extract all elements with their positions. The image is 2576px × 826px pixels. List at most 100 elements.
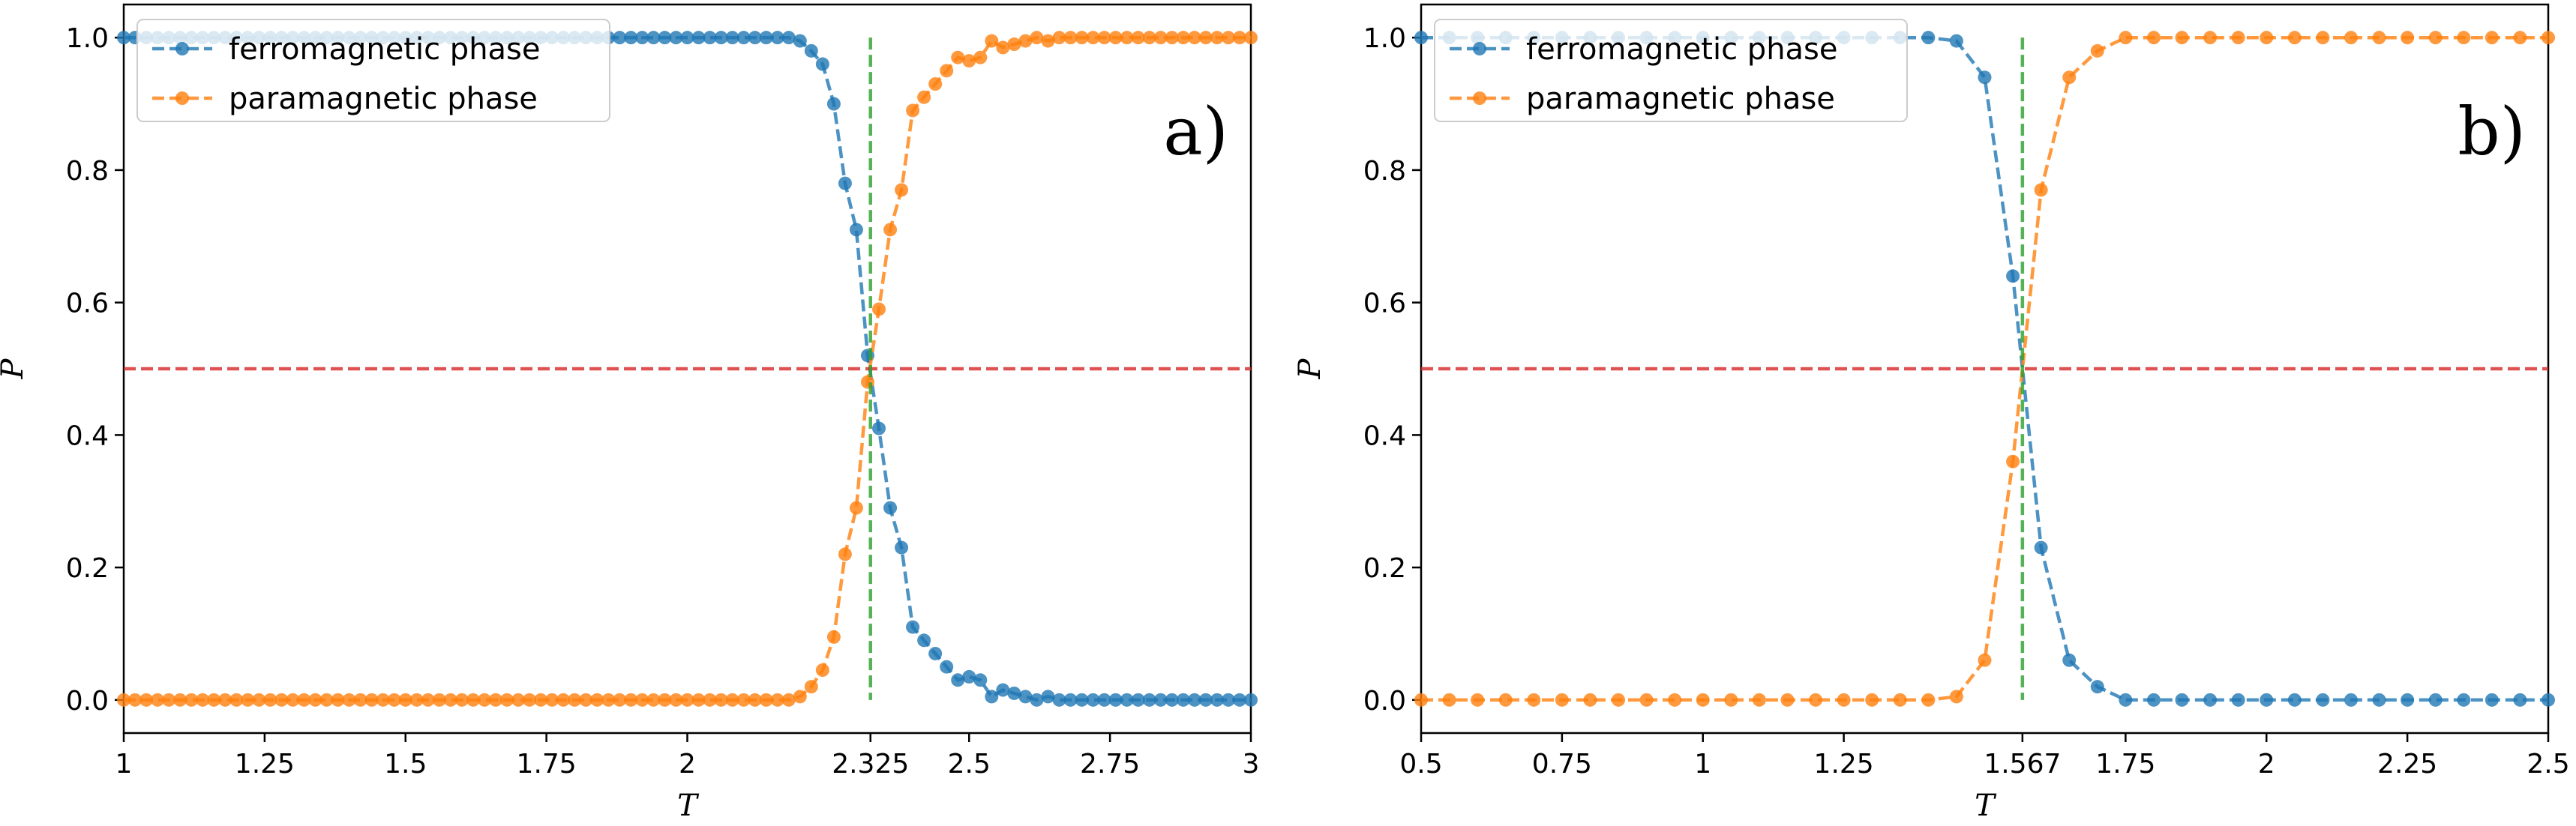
- data-point-ferromagnetic: [1153, 693, 1168, 707]
- data-point-ferromagnetic: [680, 31, 694, 45]
- legend-box: [136, 19, 610, 122]
- x-axis-label: T: [677, 789, 700, 823]
- data-point-ferromagnetic: [2231, 693, 2245, 707]
- data-point-ferromagnetic: [714, 31, 728, 45]
- series-line-paramagnetic: [1421, 35, 2548, 702]
- data-point-paramagnetic: [1442, 693, 1456, 707]
- data-point-paramagnetic: [2146, 31, 2161, 45]
- data-point-paramagnetic: [590, 693, 604, 707]
- data-point-ferromagnetic: [658, 31, 672, 45]
- data-point-paramagnetic: [545, 693, 559, 707]
- x-tick-label: 1.567: [1984, 749, 2061, 780]
- data-point-ferromagnetic: [1921, 31, 1936, 45]
- data-point-paramagnetic: [1668, 693, 1682, 707]
- data-point-ferromagnetic: [770, 31, 784, 45]
- data-point-paramagnetic: [973, 50, 988, 64]
- data-point-paramagnetic: [1210, 31, 1224, 45]
- data-point-paramagnetic: [308, 693, 322, 707]
- legend-label: ferromagnetic phase: [229, 32, 541, 67]
- data-point-paramagnetic: [940, 64, 954, 78]
- data-point-ferromagnetic: [759, 31, 773, 45]
- data-point-paramagnetic: [1752, 693, 1766, 707]
- y-tick-label: 0.8: [1363, 156, 1406, 187]
- data-point-ferromagnetic: [1018, 690, 1033, 704]
- data-point-paramagnetic: [1153, 31, 1168, 45]
- data-point-ferromagnetic: [1165, 693, 1179, 707]
- data-point-ferromagnetic: [1978, 70, 1992, 85]
- panel-b: 0.5 0.75 1 1.25 1.567 1.75 2 2.25 2.5 0.0 0.2 0.4 0.…: [1293, 3, 2570, 823]
- data-point-paramagnetic: [443, 693, 457, 707]
- data-point-ferromagnetic: [1120, 693, 1134, 707]
- data-point-paramagnetic: [173, 693, 187, 707]
- data-point-ferromagnetic: [1097, 693, 1111, 707]
- data-point-ferromagnetic: [1142, 693, 1156, 707]
- data-point-paramagnetic: [691, 693, 706, 707]
- data-point-paramagnetic: [917, 90, 931, 104]
- data-point-ferromagnetic: [2119, 693, 2133, 707]
- data-point-paramagnetic: [601, 693, 616, 707]
- data-point-ferromagnetic: [996, 683, 1010, 697]
- data-point-paramagnetic: [2485, 31, 2499, 45]
- data-point-paramagnetic: [196, 693, 210, 707]
- data-point-ferromagnetic: [815, 57, 829, 71]
- data-point-paramagnetic: [669, 693, 683, 707]
- data-point-paramagnetic: [1244, 31, 1258, 45]
- data-point-paramagnetic: [804, 680, 818, 694]
- y-tick-label: 1.0: [66, 23, 109, 54]
- x-tick-label: 2.5: [2527, 749, 2569, 780]
- data-point-paramagnetic: [139, 693, 154, 707]
- x-tick-label: 2.325: [832, 749, 909, 780]
- y-tick-label: 0.2: [66, 553, 109, 584]
- data-point-paramagnetic: [680, 693, 694, 707]
- data-point-paramagnetic: [252, 693, 266, 707]
- data-point-ferromagnetic: [646, 31, 661, 45]
- data-point-ferromagnetic: [872, 421, 886, 435]
- data-point-paramagnetic: [466, 693, 480, 707]
- data-point-paramagnetic: [2090, 43, 2104, 58]
- data-point-paramagnetic: [1108, 31, 1123, 45]
- data-point-paramagnetic: [398, 693, 412, 707]
- data-point-paramagnetic: [1007, 37, 1021, 52]
- data-point-paramagnetic: [1414, 693, 1428, 707]
- data-point-paramagnetic: [895, 183, 909, 197]
- data-point-ferromagnetic: [2034, 540, 2048, 555]
- data-point-paramagnetic: [2034, 183, 2048, 197]
- data-point-paramagnetic: [2062, 70, 2077, 85]
- data-point-paramagnetic: [1221, 31, 1235, 45]
- x-tick-label: 1.75: [517, 749, 577, 780]
- data-point-paramagnetic: [1232, 31, 1246, 45]
- data-point-paramagnetic: [1724, 693, 1738, 707]
- data-point-paramagnetic: [241, 693, 255, 707]
- data-point-paramagnetic: [579, 693, 593, 707]
- data-point-paramagnetic: [488, 693, 502, 707]
- data-point-paramagnetic: [568, 693, 582, 707]
- data-point-paramagnetic: [207, 693, 221, 707]
- data-point-paramagnetic: [748, 693, 762, 707]
- data-point-ferromagnetic: [2344, 693, 2358, 707]
- data-point-ferromagnetic: [2175, 693, 2189, 707]
- data-point-ferromagnetic: [2203, 693, 2218, 707]
- data-point-ferromagnetic: [1244, 693, 1258, 707]
- panel-a: 1 1.25 1.5 1.75 2 2.325 2.5 2.75 3 0.0 0.2 0.4 0.6 0.…: [0, 3, 1259, 823]
- data-point-paramagnetic: [319, 693, 334, 707]
- legend: ferromagnetic phase paramagnetic phase: [1434, 19, 1908, 122]
- data-point-paramagnetic: [409, 693, 424, 707]
- data-point-paramagnetic: [1612, 693, 1626, 707]
- data-point-paramagnetic: [2119, 31, 2133, 45]
- data-point-paramagnetic: [860, 375, 874, 389]
- legend-marker: [1473, 42, 1486, 55]
- data-point-paramagnetic: [274, 693, 289, 707]
- data-point-paramagnetic: [770, 693, 784, 707]
- data-point-ferromagnetic: [940, 660, 954, 674]
- data-point-paramagnetic: [928, 77, 943, 91]
- legend-label: paramagnetic phase: [1526, 82, 1835, 116]
- data-point-paramagnetic: [2344, 31, 2358, 45]
- data-point-paramagnetic: [2428, 31, 2443, 45]
- data-point-paramagnetic: [736, 693, 751, 707]
- data-point-paramagnetic: [421, 693, 435, 707]
- data-point-ferromagnetic: [951, 673, 965, 687]
- data-point-paramagnetic: [849, 501, 863, 515]
- data-point-paramagnetic: [1865, 693, 1879, 707]
- data-point-paramagnetic: [1527, 693, 1541, 707]
- data-point-ferromagnetic: [725, 31, 739, 45]
